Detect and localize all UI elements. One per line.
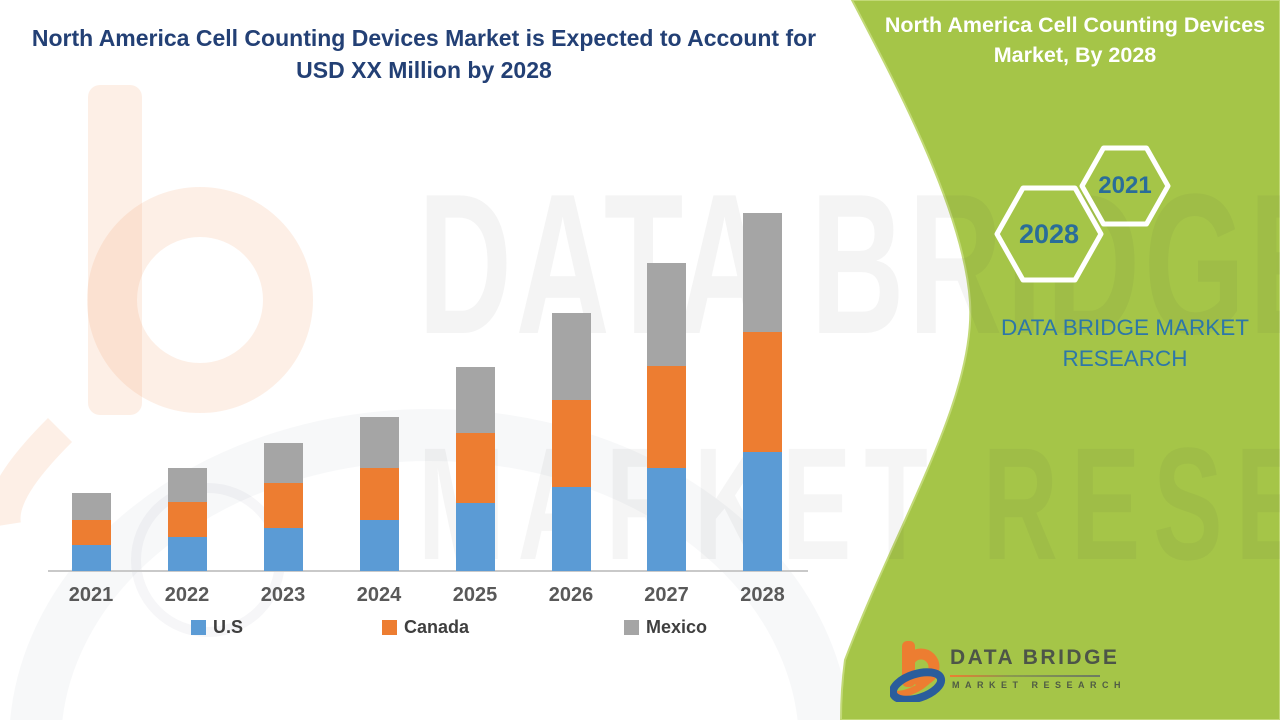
legend-label: U.S xyxy=(213,617,244,637)
bar-2028-us xyxy=(743,452,782,571)
legend-item-us: U.S xyxy=(191,617,243,638)
bar-stack-2024 xyxy=(359,417,399,571)
brand-logo-name: DATA BRIDGE xyxy=(950,646,1120,669)
bar-2026-us xyxy=(551,487,591,571)
bar-2025-us xyxy=(455,503,495,571)
chart-title: North America Cell Counting Devices Mark… xyxy=(31,25,817,83)
x-axis-label-2027: 2027 xyxy=(644,584,689,606)
bar-2025-canada xyxy=(455,433,495,503)
bar-2021-canada xyxy=(71,520,111,545)
panel-brand-text: DATA BRIDGE MARKET RESEARCH xyxy=(1001,315,1249,371)
brand-logo-icon xyxy=(890,641,946,702)
bar-stack-2027 xyxy=(647,263,686,571)
hexagon-year-2021: 2021 xyxy=(1098,172,1152,199)
panel-title: North America Cell Counting Devices Mark… xyxy=(884,13,1266,67)
brand-logo-subtitle: MARKET RESEARCH xyxy=(952,680,1127,690)
bar-stack-2025 xyxy=(455,367,495,571)
x-axis-label-2024: 2024 xyxy=(356,584,402,606)
hexagon-2021-outline xyxy=(1079,145,1171,227)
legend-swatch xyxy=(382,620,397,635)
bar-2026-mexico xyxy=(551,313,591,400)
bar-2027-canada xyxy=(647,366,686,468)
bar-2022-mexico xyxy=(167,468,207,502)
bar-2023-mexico xyxy=(263,443,303,483)
bar-stack-2022 xyxy=(167,468,207,571)
bar-2022-us xyxy=(167,537,207,571)
x-axis-label-2023: 2023 xyxy=(260,584,306,606)
legend-swatch xyxy=(191,620,206,635)
brand-logo-underline xyxy=(950,675,1100,677)
bar-2027-mexico xyxy=(647,263,686,366)
bar-2021-us xyxy=(71,545,111,571)
x-axis-label-2026: 2026 xyxy=(548,584,594,606)
bar-2027-us xyxy=(647,468,686,571)
bar-2024-mexico xyxy=(359,417,399,468)
legend-swatch xyxy=(624,620,639,635)
bar-2028-mexico xyxy=(743,213,782,332)
bar-2025-mexico xyxy=(455,367,495,433)
bar-2023-canada xyxy=(263,483,303,528)
bar-stack-2026 xyxy=(551,313,591,571)
legend-item-mexico: Mexico xyxy=(624,617,707,638)
bar-2024-us xyxy=(359,520,399,571)
brand-logo: DATA BRIDGE MARKET RESEARCH xyxy=(890,638,1121,702)
legend-label: Canada xyxy=(404,617,470,637)
bar-2024-canada xyxy=(359,468,399,520)
x-axis-label-2025: 2025 xyxy=(452,584,498,606)
x-axis-line xyxy=(48,570,808,572)
x-axis-label-2022: 2022 xyxy=(164,584,210,606)
legend-item-canada: Canada xyxy=(382,617,469,638)
hexagon-2028-outline xyxy=(994,185,1104,283)
faint-logo-watermark xyxy=(0,85,313,526)
bar-2028-canada xyxy=(743,332,782,452)
bar-2021-mexico xyxy=(71,493,111,520)
legend-label: Mexico xyxy=(646,617,708,637)
x-axis-label-2028: 2028 xyxy=(740,584,785,606)
bar-stack-2028 xyxy=(743,213,782,571)
bar-2022-canada xyxy=(167,502,207,537)
bar-stack-2021 xyxy=(71,493,111,571)
hexagon-badges xyxy=(994,145,1171,283)
bar-stack-2023 xyxy=(263,443,303,571)
hexagon-year-2028: 2028 xyxy=(1018,219,1080,249)
bar-2026-canada xyxy=(551,400,591,487)
bar-2023-us xyxy=(263,528,303,571)
x-axis-label-2021: 2021 xyxy=(68,584,114,606)
